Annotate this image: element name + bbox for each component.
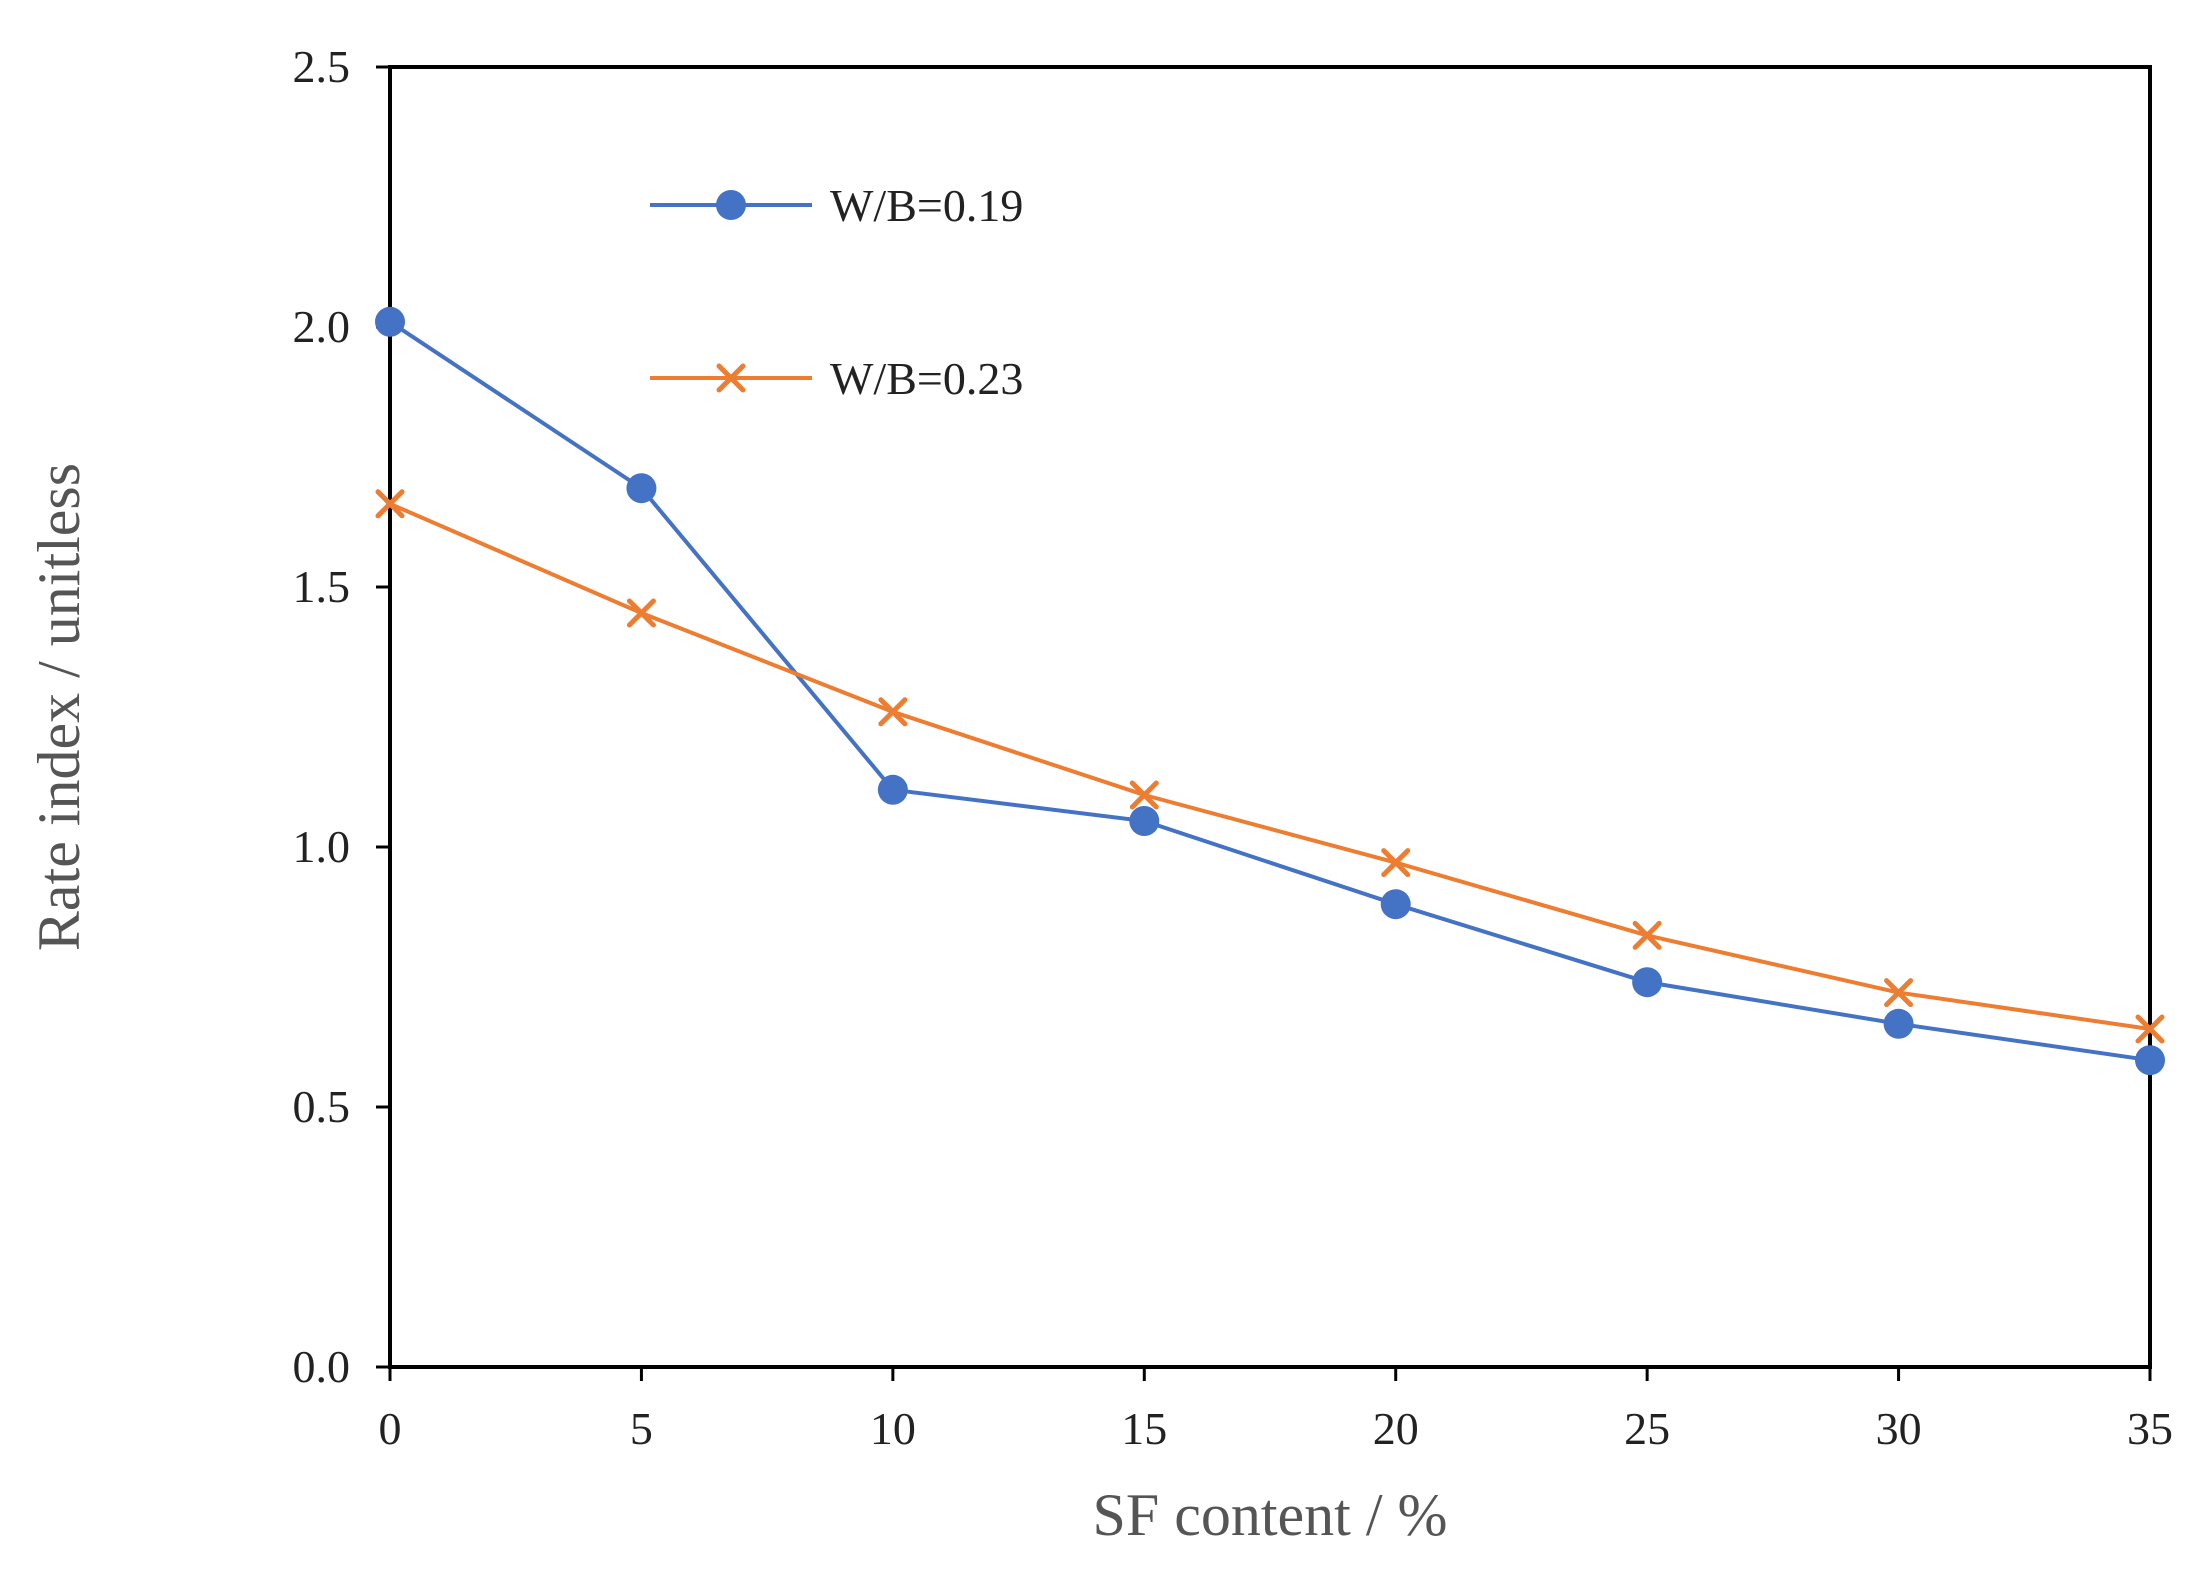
- data-point-cross: [375, 489, 405, 519]
- data-point-circle: [1380, 889, 1411, 920]
- data-point-circle: [2135, 1045, 2165, 1076]
- x-axis: 0 5 10 15 20 25 30 35: [379, 1367, 2173, 1454]
- data-point-circle: [626, 473, 657, 504]
- data-point-circle: [1883, 1008, 1914, 1039]
- x-tick-label: 30: [1876, 1403, 1922, 1454]
- x-tick-label: 15: [1121, 1403, 1167, 1454]
- x-tick-label: 25: [1624, 1403, 1670, 1454]
- data-point-cross: [1632, 920, 1662, 950]
- plot-frame: [388, 65, 2152, 1369]
- x-tick-label: 5: [630, 1403, 653, 1454]
- y-tick-label: 0.5: [293, 1081, 351, 1132]
- y-tick-label: 2.0: [293, 301, 351, 352]
- x-tick-label: 10: [870, 1403, 916, 1454]
- data-point-circle: [877, 774, 908, 805]
- x-axis-title: SF content / %: [1093, 1482, 1448, 1548]
- data-point-cross: [626, 598, 656, 628]
- legend-label: W/B=0.19: [830, 180, 1023, 231]
- plot-frame-rect: [388, 65, 2152, 1369]
- data-point-circle: [1632, 967, 1663, 998]
- data-point-circle: [375, 306, 405, 337]
- series-1: [375, 306, 2165, 1076]
- y-tick-label: 0.0: [293, 1341, 351, 1392]
- legend-item: W/B=0.19: [650, 180, 1023, 231]
- data-point-cross: [1129, 780, 1159, 810]
- y-axis: 0.0 0.5 1.0 1.5 2.0 2.5: [293, 41, 390, 1392]
- series-line: [388, 320, 2151, 1063]
- series-2: [375, 489, 2165, 1044]
- series-line: [389, 501, 2151, 1031]
- series-layer: [375, 306, 2165, 1076]
- data-point-cross: [878, 697, 908, 727]
- x-tick-label: 0: [379, 1403, 402, 1454]
- y-tick-label: 1.5: [293, 561, 351, 612]
- data-point-cross: [1381, 848, 1411, 878]
- legend: W/B=0.19 W/B=0.23: [650, 180, 1023, 404]
- legend-marker-circle: [716, 190, 746, 220]
- y-tick-label: 1.0: [293, 821, 351, 872]
- data-point-cross: [1884, 978, 1914, 1008]
- y-axis-title: Rate index / unitless: [26, 463, 92, 951]
- legend-item: W/B=0.23: [650, 353, 1023, 404]
- x-tick-label: 35: [2127, 1403, 2173, 1454]
- y-tick-label: 2.5: [293, 41, 351, 92]
- data-point-circle: [1129, 806, 1160, 836]
- legend-label: W/B=0.23: [830, 353, 1023, 404]
- legend-marker-cross: [716, 363, 746, 393]
- data-point-cross: [2135, 1014, 2165, 1044]
- x-tick-label: 20: [1373, 1403, 1419, 1454]
